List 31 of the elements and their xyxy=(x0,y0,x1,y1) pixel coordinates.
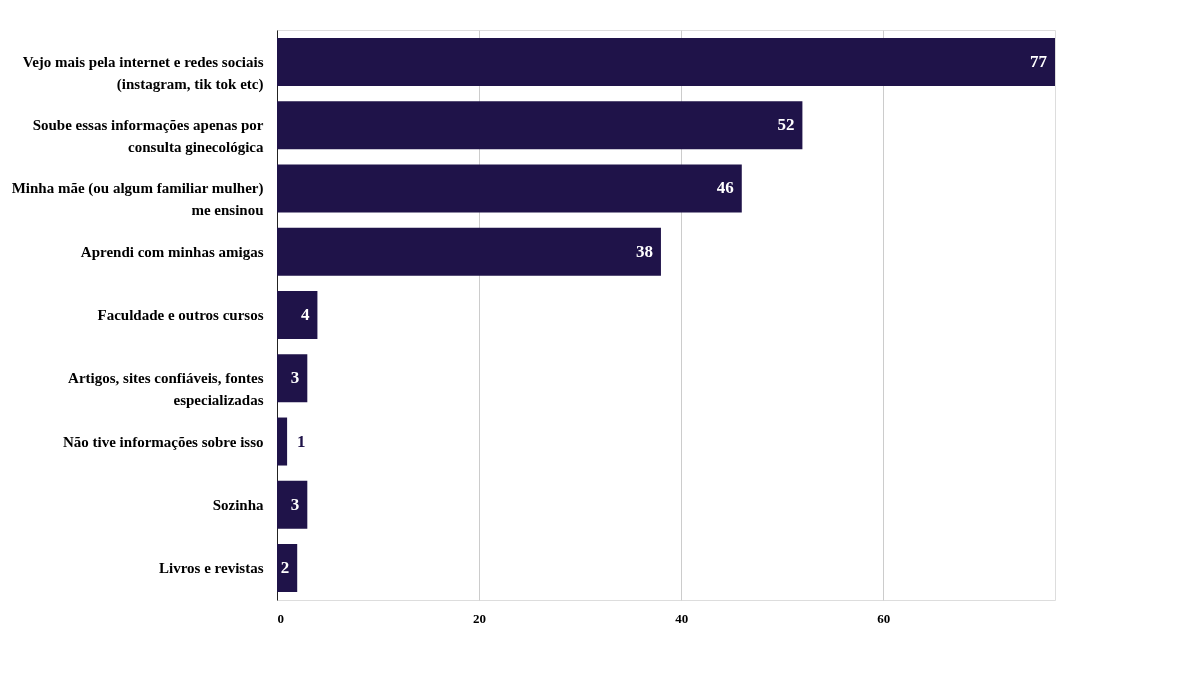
y-tick-label: Não tive informações sobre isso xyxy=(62,433,264,450)
bar xyxy=(277,354,308,403)
data-label: 2 xyxy=(280,558,290,578)
y-tick-label: Sozinha xyxy=(212,496,264,513)
y-tick-label: Artigos, sites confiáveis, fontes especializadas xyxy=(68,370,264,409)
bar xyxy=(277,291,318,339)
bar xyxy=(277,101,803,150)
x-tick-label: 60 xyxy=(877,610,891,626)
y-tick-label: Aprendi com minhas amigas xyxy=(80,243,264,260)
data-label: 52 xyxy=(777,115,795,135)
data-label: 1 xyxy=(297,431,306,451)
x-tick-label: 20 xyxy=(473,610,487,626)
data-label: 38 xyxy=(635,241,653,261)
data-label: 46 xyxy=(716,178,734,198)
bar xyxy=(277,227,661,276)
bar xyxy=(277,417,288,466)
bar xyxy=(277,544,298,593)
y-tick-label: Faculdade e outros cursos xyxy=(97,307,264,323)
data-label: 4 xyxy=(300,305,310,324)
y-tick-label: Vejo mais pela internet e redes sociais (instagram, tik tok etc) xyxy=(22,53,264,93)
x-tick-label: 40 xyxy=(675,610,689,626)
bar xyxy=(277,37,1055,86)
bar xyxy=(277,164,742,213)
bar xyxy=(277,480,308,529)
data-label: 3 xyxy=(290,494,300,514)
x-tick-label: 0 xyxy=(277,610,284,626)
data-label: 77 xyxy=(1030,51,1048,71)
data-label: 3 xyxy=(290,368,300,388)
y-tick-label: Livros e revistas xyxy=(159,560,264,577)
y-tick-label: Minha mãe (ou algum familiar mulher) me ensinou xyxy=(11,180,264,219)
y-tick-label: Soube essas informações apenas por consulta ginecológica xyxy=(32,117,264,156)
